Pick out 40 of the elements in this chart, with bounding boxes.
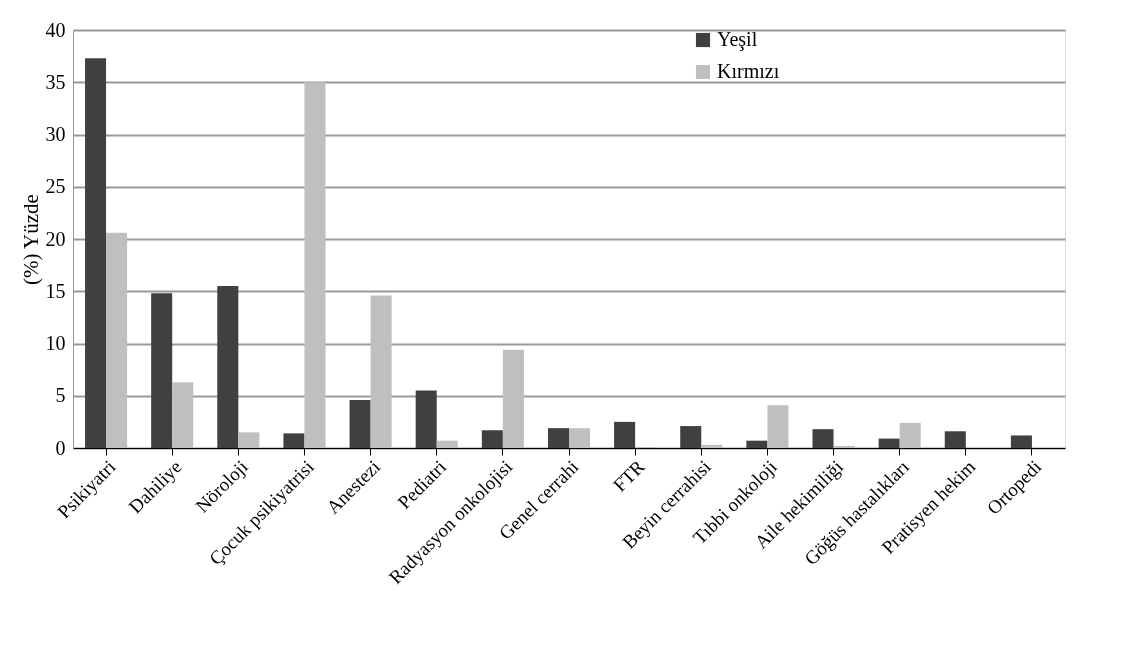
y-tick-label: 40: [45, 18, 66, 41]
bar: [614, 421, 636, 448]
bar: [569, 428, 591, 448]
bar: [812, 429, 834, 448]
bar: [436, 440, 458, 448]
bar: [106, 232, 128, 448]
bar: [899, 422, 921, 448]
bar: [349, 399, 371, 448]
y-tick-label: 20: [45, 227, 66, 250]
bar: [238, 432, 260, 448]
bar: [944, 431, 966, 448]
bar: [878, 438, 900, 448]
y-tick-label: 25: [45, 175, 66, 198]
bar: [1010, 435, 1032, 448]
y-tick-label: 0: [55, 436, 66, 459]
legend-label: Kırmızı: [717, 60, 780, 82]
bar: [833, 445, 855, 448]
x-tick-label: FTR: [609, 455, 649, 496]
y-tick-label: 35: [45, 70, 66, 93]
bar: [502, 349, 524, 448]
bar: [415, 390, 437, 448]
bar: [172, 382, 194, 448]
bar: [701, 444, 723, 448]
bar: [85, 58, 107, 448]
y-axis-title: (%) Yüzde: [18, 194, 43, 285]
y-tick-label: 30: [45, 123, 66, 145]
bar: [370, 295, 392, 448]
bar: [481, 430, 503, 448]
bar: [680, 426, 702, 448]
bar: [746, 440, 768, 448]
bar: [547, 428, 569, 448]
bar: [217, 286, 239, 448]
legend-label: Yeşil: [717, 28, 758, 51]
bar: [151, 293, 173, 448]
bar: [767, 405, 789, 448]
bar: [283, 433, 305, 448]
y-tick-label: 5: [55, 384, 66, 407]
y-tick-label: 15: [45, 279, 66, 302]
bar: [304, 82, 326, 448]
y-tick-label: 10: [45, 332, 66, 354]
